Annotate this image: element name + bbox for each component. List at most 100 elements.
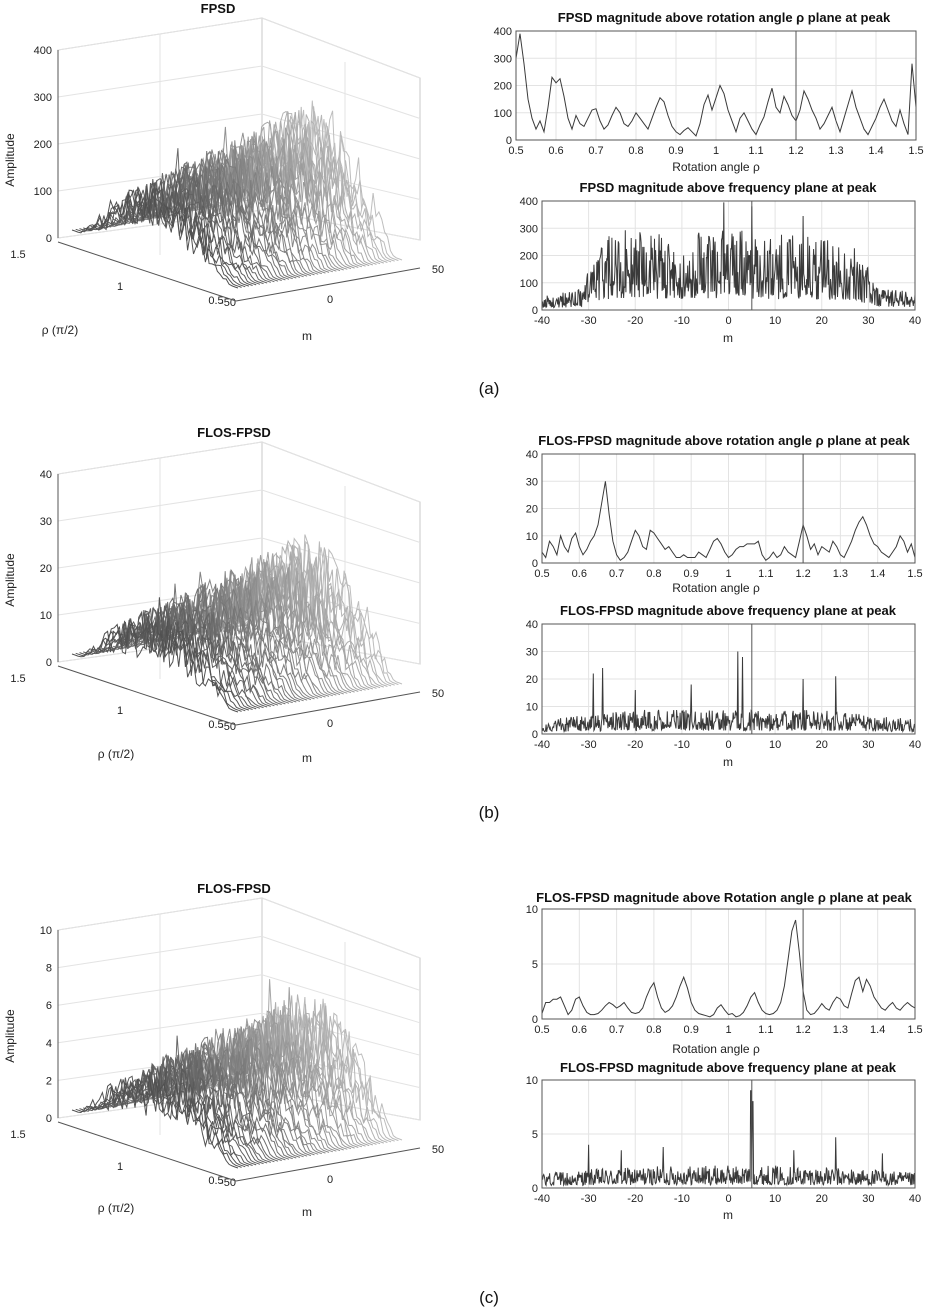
y-tick-label: 200 bbox=[520, 251, 538, 263]
x-tick-label: -20 bbox=[627, 739, 643, 751]
x-tick-label: -10 bbox=[674, 1193, 690, 1205]
x-tick-label: -40 bbox=[534, 739, 550, 751]
line-plot-a-rho-title: FPSD magnitude above rotation angle ρ pl… bbox=[558, 10, 891, 25]
z-tick-label: 300 bbox=[34, 92, 52, 104]
y-tick-label: 40 bbox=[526, 619, 538, 631]
rho-tick-label: 1 bbox=[117, 1161, 123, 1173]
x-tick-label: -20 bbox=[627, 1193, 643, 1205]
surface-plot-a-title: FPSD bbox=[201, 1, 236, 16]
line-plot-c-rho-xlabel: Rotation angle ρ bbox=[672, 1042, 760, 1056]
x-tick-label: 1.5 bbox=[907, 568, 922, 580]
rho-tick-label: 1.5 bbox=[10, 1129, 25, 1141]
surface-mesh-line bbox=[71, 190, 239, 289]
x-tick-label: 0.7 bbox=[609, 568, 624, 580]
x-tick-label: 0.8 bbox=[646, 1024, 661, 1036]
y-tick-label: 20 bbox=[526, 674, 538, 686]
x-tick-label: 1.3 bbox=[833, 1024, 848, 1036]
z-tick-label: 4 bbox=[46, 1038, 52, 1050]
x-tick-label: 20 bbox=[816, 315, 828, 327]
surface-plot-b-xlabel: m bbox=[302, 751, 312, 765]
x-tick-label: -30 bbox=[581, 1193, 597, 1205]
x-tick-label: 1.5 bbox=[907, 1024, 922, 1036]
surface-mesh-line bbox=[71, 1074, 239, 1169]
y-tick-label: 300 bbox=[520, 223, 538, 235]
y-tick-label: 400 bbox=[520, 196, 538, 208]
z-grid-line bbox=[57, 935, 421, 991]
z-grid-line bbox=[57, 113, 421, 160]
x-tick-label: 30 bbox=[862, 1193, 874, 1205]
x-tick-label: 40 bbox=[909, 1193, 921, 1205]
y-tick-label: 5 bbox=[532, 959, 538, 971]
series-line bbox=[541, 919, 916, 1018]
m-axis-line bbox=[235, 1147, 421, 1182]
y-tick-label: 0 bbox=[532, 1014, 538, 1026]
surface-plot-c-title: FLOS-FPSD bbox=[197, 881, 271, 896]
y-tick-label: 10 bbox=[526, 1075, 538, 1087]
m-axis-line bbox=[235, 691, 421, 726]
series-line bbox=[515, 33, 917, 137]
x-tick-label: 20 bbox=[816, 1193, 828, 1205]
surface-plot-c-zlabel: Amplitude bbox=[3, 1009, 17, 1063]
z-tick-label: 2 bbox=[46, 1075, 52, 1087]
z-grid-line bbox=[57, 489, 421, 543]
x-tick-label: 1 bbox=[725, 1024, 731, 1036]
surface-plot-b-ylabel: ρ (π/2) bbox=[98, 747, 134, 761]
x-tick-label: 1.1 bbox=[758, 568, 773, 580]
m-tick-label: 0 bbox=[327, 294, 333, 306]
x-tick-label: -30 bbox=[581, 739, 597, 751]
x-tick-label: -30 bbox=[581, 315, 597, 327]
y-tick-label: 30 bbox=[526, 476, 538, 488]
surface-mesh-line bbox=[83, 610, 250, 711]
y-tick-label: 0 bbox=[532, 1183, 538, 1195]
x-tick-label: -10 bbox=[674, 315, 690, 327]
surface-mesh-line bbox=[79, 597, 246, 712]
rho-axis-line bbox=[57, 665, 237, 726]
z-grid-line bbox=[57, 17, 421, 79]
z-grid-line bbox=[57, 974, 421, 1024]
z-grid-line bbox=[57, 1012, 421, 1056]
x-tick-label: 0.7 bbox=[609, 1024, 624, 1036]
axes-frame bbox=[541, 200, 916, 311]
x-tick-label: 30 bbox=[862, 739, 874, 751]
rho-axis-line bbox=[57, 241, 237, 302]
y-tick-label: 0 bbox=[506, 135, 512, 147]
z-tick-label: 0 bbox=[46, 657, 52, 669]
m-tick-label: 50 bbox=[432, 1144, 444, 1156]
z-tick-label: 20 bbox=[40, 563, 52, 575]
x-tick-label: 0.6 bbox=[572, 568, 587, 580]
z-tick-label: 10 bbox=[40, 925, 52, 937]
y-tick-label: 10 bbox=[526, 702, 538, 714]
m-tick-label: 0 bbox=[327, 1174, 333, 1186]
m-axis-line bbox=[235, 267, 421, 302]
z-tick-label: 10 bbox=[40, 610, 52, 622]
x-tick-label: 0.6 bbox=[572, 1024, 587, 1036]
line-plot-c-m-title: FLOS-FPSD magnitude above frequency plan… bbox=[560, 1060, 897, 1075]
line-plot-a-rho-xlabel: Rotation angle ρ bbox=[672, 160, 760, 174]
surface-mesh-line bbox=[79, 187, 246, 288]
line-plot-b-rho-xlabel: Rotation angle ρ bbox=[672, 581, 760, 595]
y-tick-label: 200 bbox=[494, 81, 512, 93]
surface-mesh-line bbox=[112, 148, 279, 282]
surface-mesh-line bbox=[75, 1079, 242, 1168]
rho-tick-label: 1 bbox=[117, 705, 123, 717]
line-plot-a-m: FPSD magnitude above frequency plane at … bbox=[520, 180, 921, 345]
axes-frame bbox=[515, 30, 917, 141]
surface-plot-a-xlabel: m bbox=[302, 329, 312, 343]
y-tick-label: 10 bbox=[526, 531, 538, 543]
line-plot-c-rho: FLOS-FPSD magnitude above Rotation angle… bbox=[526, 890, 923, 1056]
y-tick-label: 400 bbox=[494, 26, 512, 38]
y-tick-label: 100 bbox=[520, 278, 538, 290]
z-tick-label: 0 bbox=[46, 233, 52, 245]
z-tick-label: 100 bbox=[34, 186, 52, 198]
x-tick-label: 0.5 bbox=[508, 145, 523, 157]
m-tick-label: 50 bbox=[432, 688, 444, 700]
x-tick-label: 1.3 bbox=[828, 145, 843, 157]
y-tick-label: 300 bbox=[494, 53, 512, 65]
x-tick-label: 0.9 bbox=[684, 568, 699, 580]
x-tick-label: 0.9 bbox=[668, 145, 683, 157]
z-grid-line bbox=[57, 441, 421, 503]
axes-frame bbox=[541, 453, 916, 564]
x-tick-label: 1.3 bbox=[833, 568, 848, 580]
